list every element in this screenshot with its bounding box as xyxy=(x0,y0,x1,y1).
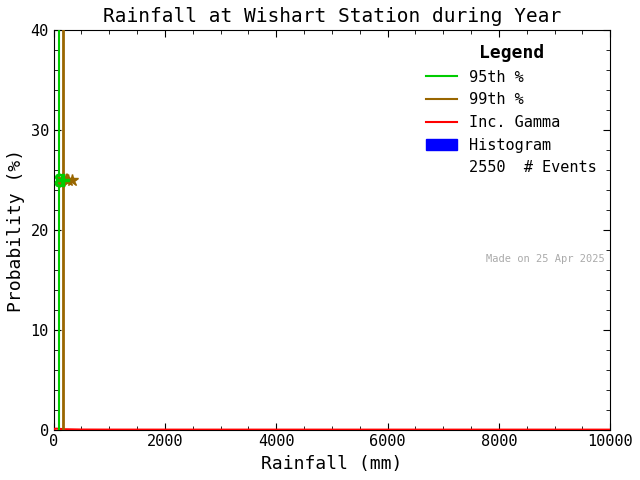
Text: Made on 25 Apr 2025: Made on 25 Apr 2025 xyxy=(486,254,605,264)
X-axis label: Rainfall (mm): Rainfall (mm) xyxy=(261,455,403,473)
Y-axis label: Probability (%): Probability (%) xyxy=(7,148,25,312)
Title: Rainfall at Wishart Station during Year: Rainfall at Wishart Station during Year xyxy=(103,7,561,26)
Legend: 95th %, 99th %, Inc. Gamma, Histogram, 2550  # Events: 95th %, 99th %, Inc. Gamma, Histogram, 2… xyxy=(420,38,603,181)
